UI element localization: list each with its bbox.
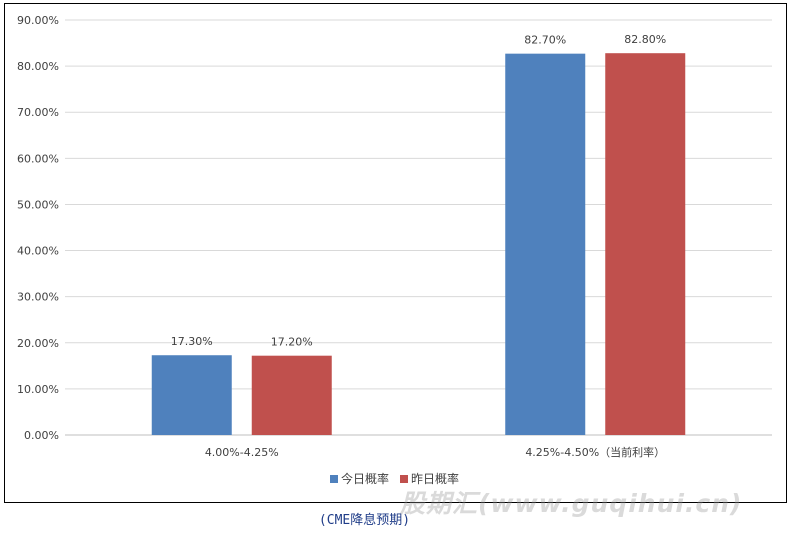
watermark: 股期汇(www.guqihui.cn) — [400, 489, 743, 518]
bar — [505, 53, 586, 436]
y-axis-ticks: 0.00% 10.00% 20.00% 30.00% 40.00% 50.00% 60.00… — [17, 14, 59, 442]
bar — [605, 53, 686, 435]
data-label: 82.80% — [624, 33, 666, 46]
legend-label: 昨日概率 — [411, 471, 459, 486]
data-label: 17.20% — [271, 336, 313, 349]
legend: 今日概率 昨日概率 — [330, 471, 459, 486]
y-tick-label: 80.00% — [17, 60, 59, 73]
y-tick-label: 20.00% — [17, 337, 59, 350]
bar-chart: 0.00% 10.00% 20.00% 30.00% 40.00% 50.00% 60.00… — [17, 14, 772, 486]
bars — [151, 53, 686, 436]
bar — [251, 355, 332, 435]
y-tick-label: 70.00% — [17, 106, 59, 119]
data-label: 82.70% — [524, 34, 566, 47]
y-tick-label: 0.00% — [24, 429, 59, 442]
y-tick-label: 10.00% — [17, 383, 59, 396]
y-tick-label: 40.00% — [17, 245, 59, 258]
x-tick-label: 4.00%-4.25% — [205, 446, 279, 459]
data-labels: 17.30% 17.20% 82.70% 82.80% — [171, 33, 666, 348]
chart-caption: (CME降息预期) — [318, 513, 411, 528]
y-tick-label: 90.00% — [17, 14, 59, 27]
x-tick-label: 4.25%-4.50%（当前利率） — [525, 445, 665, 459]
legend-label: 今日概率 — [341, 471, 389, 486]
legend-swatch — [330, 475, 338, 483]
y-tick-label: 50.00% — [17, 198, 59, 211]
x-axis-ticks: 4.00%-4.25% 4.25%-4.50%（当前利率） — [205, 445, 665, 459]
legend-swatch — [400, 475, 408, 483]
bar — [151, 355, 232, 435]
data-label: 17.30% — [171, 335, 213, 348]
y-tick-label: 60.00% — [17, 152, 59, 165]
chart-frame: 0.00% 10.00% 20.00% 30.00% 40.00% 50.00% 60.00… — [4, 3, 787, 503]
y-tick-label: 30.00% — [17, 291, 59, 304]
